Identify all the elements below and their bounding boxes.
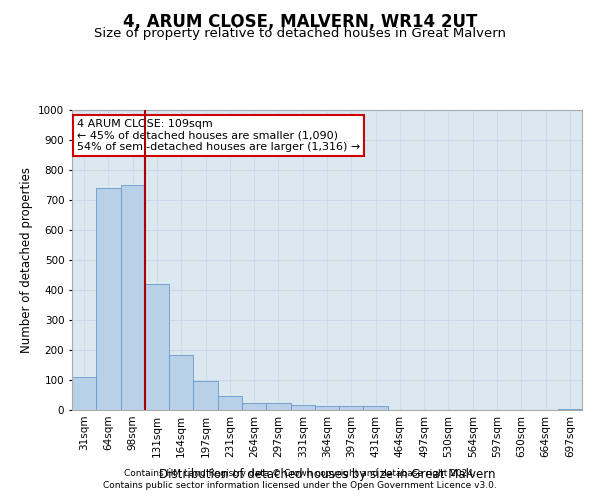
Bar [558,408,582,410]
Text: Size of property relative to detached houses in Great Malvern: Size of property relative to detached ho… [94,28,506,40]
Bar [218,396,242,410]
Bar [193,380,218,410]
Bar [96,188,121,410]
Bar [121,185,145,410]
Bar [339,406,364,410]
Bar [242,404,266,410]
Bar [169,354,193,410]
X-axis label: Distribution of detached houses by size in Great Malvern: Distribution of detached houses by size … [159,468,495,481]
Bar [145,284,169,410]
Text: 4, ARUM CLOSE, MALVERN, WR14 2UT: 4, ARUM CLOSE, MALVERN, WR14 2UT [123,12,477,30]
Text: Contains public sector information licensed under the Open Government Licence v3: Contains public sector information licen… [103,481,497,490]
Text: Contains HM Land Registry data © Crown copyright and database right 2024.: Contains HM Land Registry data © Crown c… [124,468,476,477]
Bar [72,377,96,410]
Text: 4 ARUM CLOSE: 109sqm
← 45% of detached houses are smaller (1,090)
54% of semi-de: 4 ARUM CLOSE: 109sqm ← 45% of detached h… [77,119,361,152]
Bar [364,406,388,410]
Bar [290,405,315,410]
Y-axis label: Number of detached properties: Number of detached properties [20,167,32,353]
Bar [266,404,290,410]
Bar [315,406,339,410]
